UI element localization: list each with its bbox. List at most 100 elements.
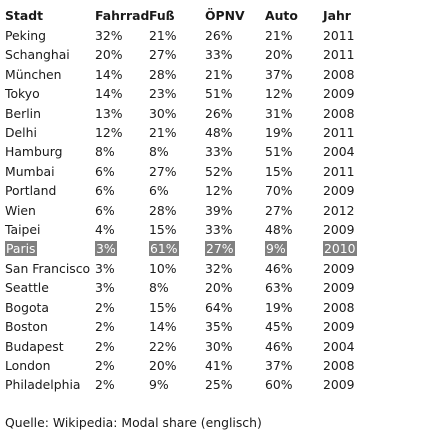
city-value: Peking xyxy=(5,28,46,43)
city-cell: London xyxy=(5,356,95,375)
year-cell: 2008 xyxy=(323,65,385,84)
header-bike: Fahrrad xyxy=(95,8,150,23)
year-value: 2008 xyxy=(323,105,355,121)
car-value: 19% xyxy=(265,299,293,315)
year-value: 2008 xyxy=(323,66,355,82)
table-row: Tokyo 14% 23% 51% 12% 2009 xyxy=(5,84,441,103)
foot-value: 22% xyxy=(149,338,177,354)
car-value: 70% xyxy=(265,183,293,199)
bike-cell: 6% xyxy=(95,162,149,181)
foot-value: 15% xyxy=(149,299,177,315)
foot-cell: 15% xyxy=(149,220,205,239)
car-cell: 37% xyxy=(265,65,323,84)
foot-cell: 61% xyxy=(149,239,205,258)
bike-value: 3% xyxy=(95,280,115,296)
car-value: 63% xyxy=(265,280,293,296)
city-cell: Delhi xyxy=(5,123,95,142)
car-cell: 31% xyxy=(265,104,323,123)
foot-value: 28% xyxy=(149,202,177,218)
city-cell: Boston xyxy=(5,317,95,336)
bike-cell: 12% xyxy=(95,123,149,142)
year-value: 2011 xyxy=(323,125,355,141)
bike-value: 8% xyxy=(95,144,115,160)
year-cell: 2009 xyxy=(323,84,385,103)
transit-cell: 52% xyxy=(205,162,265,181)
bike-value: 3% xyxy=(95,241,117,257)
city-value: München xyxy=(5,66,62,82)
foot-value: 9% xyxy=(149,377,169,393)
car-cell: 27% xyxy=(265,201,323,220)
bike-value: 20% xyxy=(95,47,123,63)
year-cell: 2011 xyxy=(323,26,385,45)
foot-value: 23% xyxy=(149,86,177,102)
city-value: Berlin xyxy=(5,105,41,121)
table-row: Portland 6% 6% 12% 70% 2009 xyxy=(5,181,441,200)
foot-value: 27% xyxy=(149,163,177,179)
car-value: 9% xyxy=(265,241,287,257)
transit-cell: 64% xyxy=(205,298,265,317)
year-cell: 2009 xyxy=(323,259,385,278)
city-value: Paris xyxy=(5,241,37,257)
year-cell: 2009 xyxy=(323,181,385,200)
bike-cell: 3% xyxy=(95,239,149,258)
bike-value: 32% xyxy=(95,28,123,43)
city-cell: Philadelphia xyxy=(5,375,95,394)
foot-value: 28% xyxy=(149,66,177,82)
car-value: 20% xyxy=(265,47,293,63)
transit-value: 52% xyxy=(205,163,233,179)
foot-value: 10% xyxy=(149,260,177,276)
car-value: 48% xyxy=(265,222,293,238)
transit-cell: 51% xyxy=(205,84,265,103)
year-cell: 2011 xyxy=(323,45,385,64)
transit-cell: 27% xyxy=(205,239,265,258)
transit-cell: 41% xyxy=(205,356,265,375)
header-year: Jahr xyxy=(323,8,351,23)
transit-value: 12% xyxy=(205,183,233,199)
transit-value: 51% xyxy=(205,86,233,102)
year-value: 2004 xyxy=(323,338,355,354)
bike-value: 13% xyxy=(95,105,123,121)
car-value: 46% xyxy=(265,338,293,354)
transit-cell: 26% xyxy=(205,26,265,45)
transit-value: 32% xyxy=(205,260,233,276)
year-cell: 2010 xyxy=(323,239,385,258)
car-cell: 60% xyxy=(265,375,323,394)
table-row: München 14% 28% 21% 37% 2008 xyxy=(5,65,441,84)
foot-cell: 21% xyxy=(149,26,205,45)
city-value: Boston xyxy=(5,319,48,335)
header-city: Stadt xyxy=(5,8,44,23)
car-cell: 46% xyxy=(265,337,323,356)
transit-value: 39% xyxy=(205,202,233,218)
city-value: Tokyo xyxy=(5,86,40,102)
city-cell: Wien xyxy=(5,201,95,220)
year-value: 2009 xyxy=(323,183,355,199)
city-value: San Francisco xyxy=(5,260,91,276)
city-cell: Seattle xyxy=(5,278,95,297)
transit-value: 26% xyxy=(205,105,233,121)
car-cell: 63% xyxy=(265,278,323,297)
car-cell: 48% xyxy=(265,220,323,239)
city-cell: Tokyo xyxy=(5,84,95,103)
city-value: Portland xyxy=(5,183,57,199)
city-cell: Portland xyxy=(5,181,95,200)
car-cell: 70% xyxy=(265,181,323,200)
car-cell: 51% xyxy=(265,142,323,161)
city-value: Wien xyxy=(5,202,36,218)
bike-value: 6% xyxy=(95,163,115,179)
transit-value: 26% xyxy=(205,28,233,43)
table-row: Philadelphia 2% 9% 25% 60% 2009 xyxy=(5,375,441,394)
table-header-row: Stadt Fahrrad Fuß ÖPNV Auto Jahr xyxy=(5,5,441,26)
table-row: Peking 32% 21% 26% 21% 2011 xyxy=(5,26,441,45)
bike-cell: 2% xyxy=(95,337,149,356)
foot-value: 6% xyxy=(149,183,169,199)
year-value: 2009 xyxy=(323,86,355,102)
car-cell: 37% xyxy=(265,356,323,375)
city-value: Seattle xyxy=(5,280,49,296)
bike-cell: 13% xyxy=(95,104,149,123)
car-value: 31% xyxy=(265,105,293,121)
transit-cell: 20% xyxy=(205,278,265,297)
source-caption: Quelle: Wikipedia: Modal share (englisch… xyxy=(5,415,262,430)
transit-cell: 39% xyxy=(205,201,265,220)
transit-value: 27% xyxy=(205,241,235,257)
transit-cell: 30% xyxy=(205,337,265,356)
